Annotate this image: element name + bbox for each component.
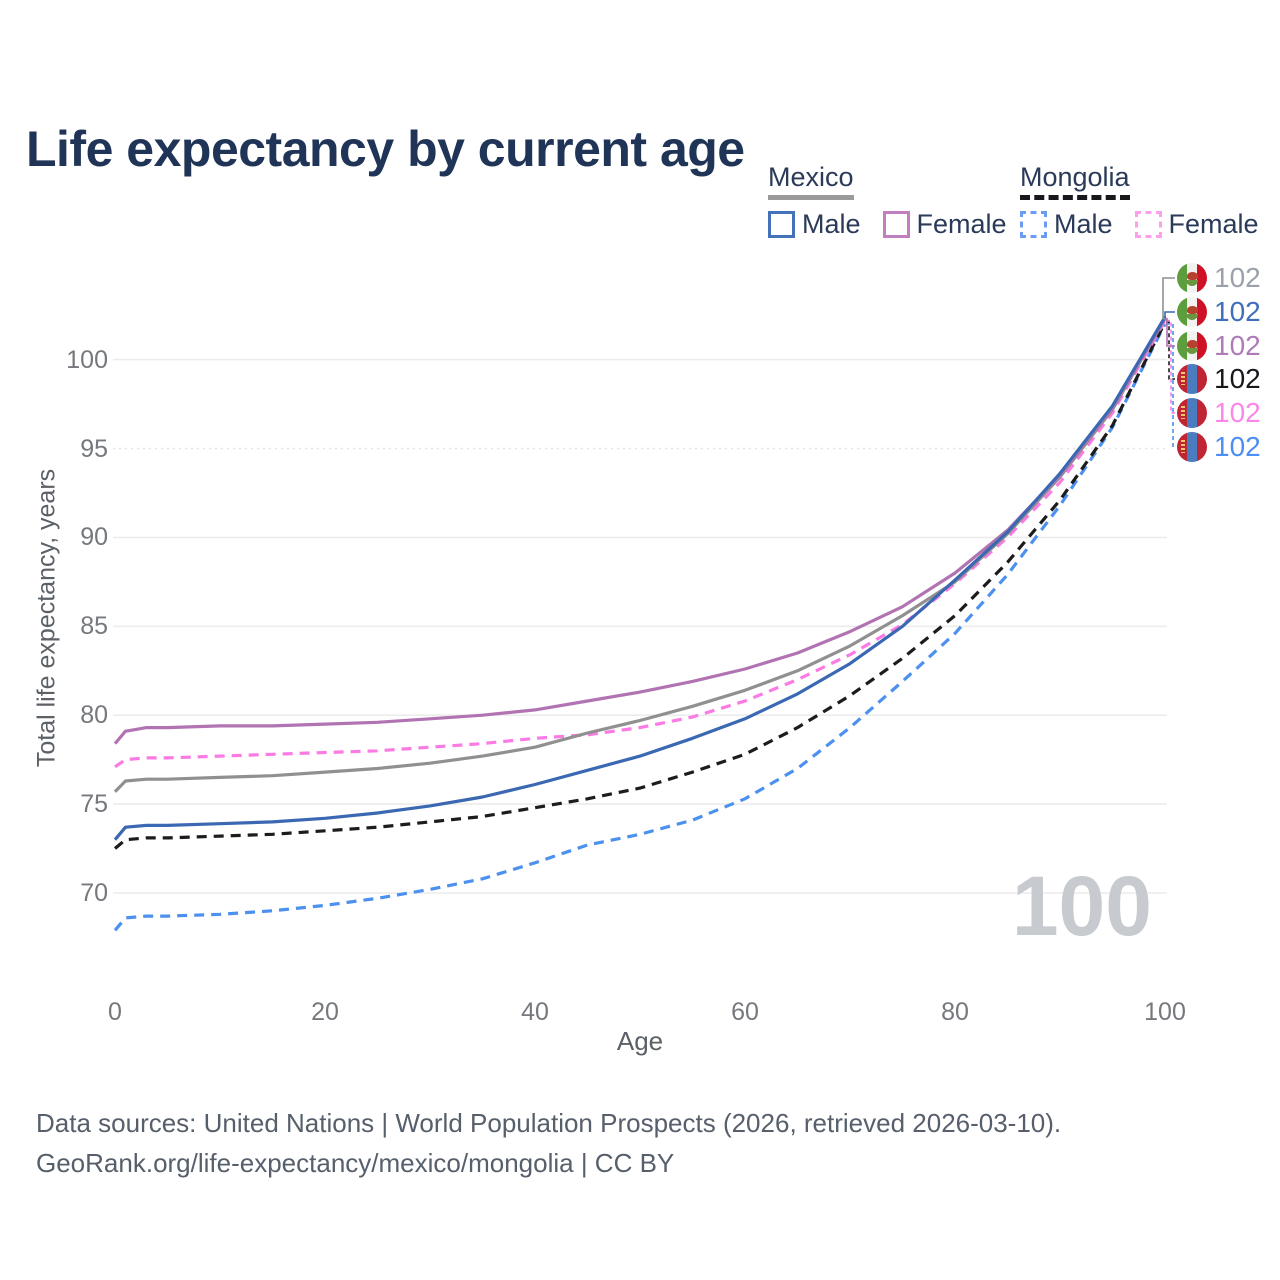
- series-line-mongolia-female: [114, 319, 1167, 769]
- end-value-mexico-both-sexes: 102: [1214, 262, 1261, 293]
- series-line-mexico-male: [113, 316, 1167, 841]
- legend-swatch-mongolia-male[interactable]: [1020, 211, 1047, 239]
- end-label-mongolia-male: 102: [1177, 431, 1261, 463]
- legend-swatch-mexico-female[interactable]: [882, 211, 910, 239]
- end-label-mexico-male: 102: [1177, 296, 1261, 328]
- end-value-mongolia-both-sexes: 102: [1214, 363, 1261, 394]
- mongolia-flag-icon: [1177, 398, 1207, 428]
- y-tick-100: 100: [66, 345, 108, 374]
- legend-label-mexico-male: Male: [802, 209, 861, 240]
- legend-country-mongolia: Mongolia: [1020, 163, 1130, 201]
- legend-swatch-mexico-male[interactable]: [768, 211, 795, 239]
- mongolia-flag-icon: [1177, 432, 1207, 462]
- legend-label-mongolia-male: Male: [1054, 209, 1113, 240]
- end-label-mongolia-female: 102: [1177, 397, 1261, 429]
- legend-item-mongolia-male[interactable]: Male: [1020, 209, 1113, 240]
- mexico-flag-icon: [1177, 297, 1207, 327]
- legend-swatch-mongolia-female[interactable]: [1134, 211, 1162, 239]
- leader-line-mexico-both-sexes: [1162, 277, 1175, 320]
- series-line-mexico-female: [113, 317, 1167, 745]
- legend-item-mexico-female[interactable]: Female: [882, 209, 1007, 240]
- end-value-mongolia-male: 102: [1214, 431, 1261, 462]
- end-value-mongolia-female: 102: [1214, 397, 1261, 428]
- x-tick-0: 0: [108, 998, 122, 1026]
- end-label-mexico-female: 102: [1177, 330, 1261, 362]
- mexico-flag-icon: [1177, 331, 1207, 361]
- y-tick-90: 90: [80, 523, 108, 552]
- mongolia-flag-icon: [1177, 364, 1207, 394]
- end-value-mexico-male: 102: [1214, 296, 1261, 327]
- legend-item-mexico-male[interactable]: Male: [768, 209, 861, 240]
- x-tick-60: 60: [731, 998, 759, 1026]
- series-line-mongolia-male: [113, 323, 1167, 932]
- leader-line-mexico-male: [1164, 311, 1175, 318]
- y-axis-title: Total life expectancy, years: [32, 468, 61, 768]
- footer-data-sources: Data sources: United Nations | World Pop…: [36, 1108, 1062, 1138]
- legend-country-mexico: Mexico: [768, 163, 854, 201]
- x-tick-40: 40: [521, 998, 549, 1026]
- y-tick-95: 95: [80, 434, 108, 463]
- end-label-mongolia-both-sexes: 102: [1177, 363, 1261, 395]
- y-tick-70: 70: [80, 879, 108, 907]
- age-watermark: 100: [1011, 859, 1152, 953]
- series-line-mongolia-both-sexes: [113, 321, 1167, 850]
- legend-label-mexico-female: Female: [916, 209, 1007, 240]
- leader-line-mongolia-male: [1166, 323, 1175, 448]
- footer-attribution: GeoRank.org/life-expectancy/mexico/mongo…: [36, 1148, 675, 1178]
- x-axis-title: Age: [616, 1026, 664, 1056]
- page-title: Life expectancy by current age: [26, 120, 745, 177]
- x-tick-100: 100: [1144, 998, 1186, 1026]
- leader-line-mongolia-female: [1166, 319, 1175, 414]
- y-tick-85: 85: [80, 612, 108, 641]
- series-line-mexico-both-sexes: [113, 317, 1167, 793]
- end-value-mexico-female: 102: [1214, 330, 1261, 361]
- y-tick-80: 80: [80, 701, 108, 730]
- x-tick-80: 80: [941, 998, 969, 1026]
- x-tick-20: 20: [311, 998, 339, 1026]
- legend-group-mongolia: Mongolia Male Female: [1020, 163, 1280, 240]
- end-label-mexico-both-sexes: 102: [1177, 262, 1261, 294]
- leader-line-mexico-female: [1166, 317, 1175, 347]
- legend-label-mongolia-female: Female: [1168, 209, 1259, 240]
- mexico-flag-icon: [1177, 263, 1207, 293]
- legend-group-mexico: Mexico Male Female: [768, 163, 1029, 240]
- legend-item-mongolia-female[interactable]: Female: [1134, 209, 1259, 240]
- y-tick-75: 75: [80, 790, 108, 819]
